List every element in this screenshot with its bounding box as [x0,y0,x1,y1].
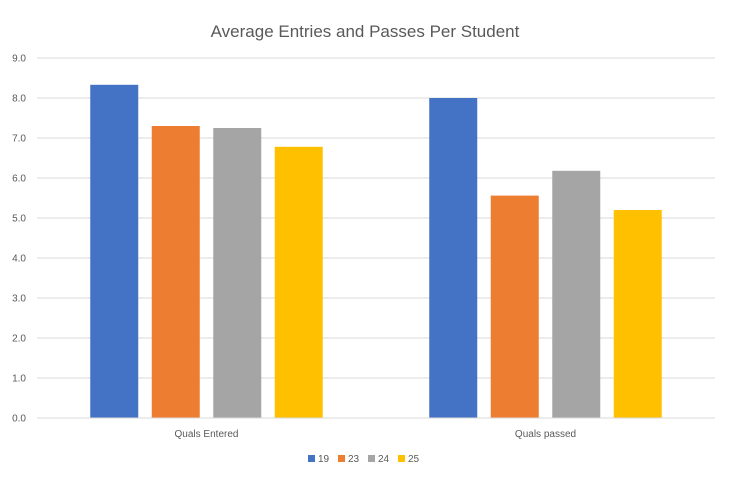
x-category-label: Quals passed [515,429,576,440]
y-tick-label: 2.0 [12,334,26,345]
chart-title: Average Entries and Passes Per Student [211,22,520,41]
legend-swatch-19 [308,455,315,462]
gridlines [37,57,715,379]
y-tick-label: 0.0 [12,414,26,425]
bars [90,84,662,419]
x-axis-categories: Quals Entered Quals passed [175,429,577,440]
y-tick-label: 7.0 [12,134,26,145]
bar-series-23-quals-entered [151,126,200,418]
legend-label: 25 [408,454,420,465]
x-category-label: Quals Entered [175,429,239,440]
y-tick-label: 4.0 [12,254,26,265]
legend-label: 19 [318,454,330,465]
bar-series-19-quals-entered [90,84,139,419]
y-tick-label: 3.0 [12,294,26,305]
y-tick-label: 8.0 [12,94,26,105]
y-tick-label: 6.0 [12,174,26,185]
y-axis-ticks: 0.0 1.0 2.0 3.0 4.0 5.0 6.0 7.0 8.0 9.0 [12,54,26,425]
legend-swatch-25 [398,455,405,462]
y-tick-label: 9.0 [12,54,26,65]
y-tick-label: 1.0 [12,374,26,385]
bar-series-19-quals-passed [429,98,478,418]
bar-series-24-quals-passed [552,170,601,418]
legend-swatch-23 [338,455,345,462]
legend-label: 24 [378,454,390,465]
bar-series-25-quals-entered [274,146,323,419]
bar-series-24-quals-entered [213,128,262,418]
legend: 19 23 24 25 [308,454,420,465]
legend-label: 23 [348,454,360,465]
y-tick-label: 5.0 [12,214,26,225]
bar-series-25-quals-passed [613,210,662,418]
legend-swatch-24 [368,455,375,462]
bar-series-23-quals-passed [490,195,539,418]
